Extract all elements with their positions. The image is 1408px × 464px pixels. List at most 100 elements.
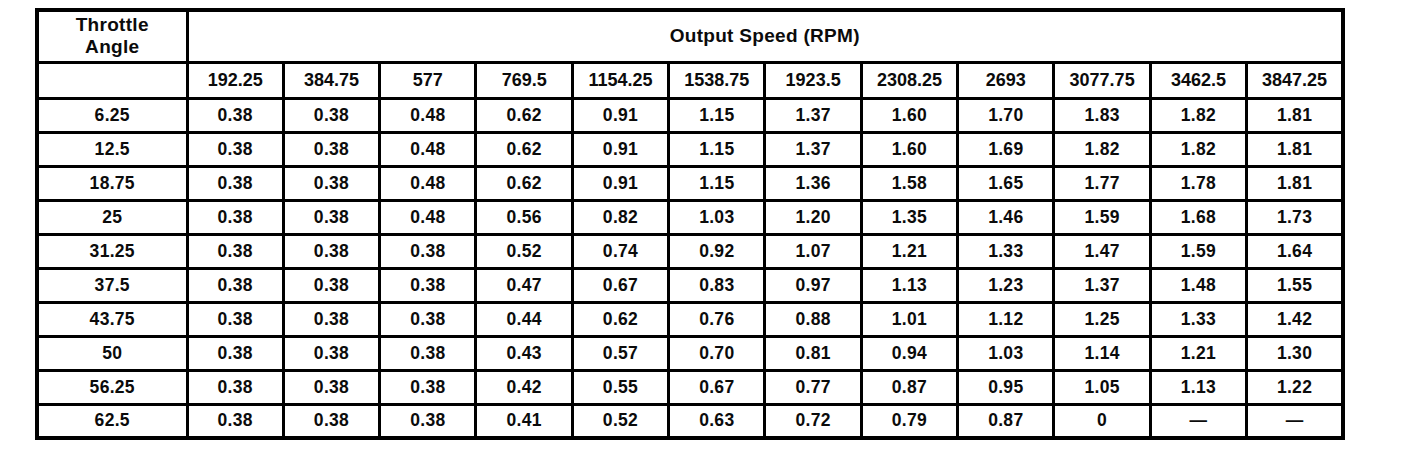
speed-column-header: 192.25	[187, 62, 283, 98]
ratio-value-cell: 0.47	[476, 268, 572, 302]
group-header-row: Throttle Angle Output Speed (RPM)	[37, 10, 1343, 62]
ratio-value-cell: 0.38	[187, 132, 283, 166]
ratio-value-cell: 1.21	[1150, 336, 1246, 370]
ratio-value-cell: 1.15	[669, 132, 765, 166]
speed-column-header: 1923.5	[765, 62, 861, 98]
speed-column-header: 2308.25	[861, 62, 957, 98]
ratio-value-cell: 0.38	[283, 404, 379, 438]
speed-column-header: 1154.25	[572, 62, 668, 98]
ratio-value-cell: 0.38	[187, 268, 283, 302]
ratio-value-cell: 1.03	[669, 200, 765, 234]
ratio-value-cell: 0.57	[572, 336, 668, 370]
ratio-value-cell: 1.60	[861, 98, 957, 132]
ratio-value-cell: 0.38	[283, 98, 379, 132]
throttle-angle-label: 43.75	[37, 302, 187, 336]
ratio-value-cell: 0.70	[669, 336, 765, 370]
ratio-value-cell: 1.48	[1150, 268, 1246, 302]
ratio-value-cell: 0.62	[476, 132, 572, 166]
ratio-value-cell: 0.38	[187, 234, 283, 268]
table-row: 6.250.380.380.480.620.911.151.371.601.70…	[37, 98, 1343, 132]
throttle-angle-label: 56.25	[37, 370, 187, 404]
ratio-value-cell: 0.38	[187, 166, 283, 200]
ratio-value-cell: 0.91	[572, 166, 668, 200]
speed-column-header: 1538.75	[669, 62, 765, 98]
table-body: 6.250.380.380.480.620.911.151.371.601.70…	[37, 98, 1343, 438]
ratio-value-cell: 0.38	[283, 132, 379, 166]
speed-column-header: 577	[380, 62, 476, 98]
throttle-angle-label: 12.5	[37, 132, 187, 166]
ratio-value-cell: 1.47	[1054, 234, 1150, 268]
ratio-value-cell: 1.12	[958, 302, 1054, 336]
table-header: Throttle Angle Output Speed (RPM) 192.25…	[37, 10, 1343, 98]
ratio-value-cell: 0.38	[283, 234, 379, 268]
ratio-value-cell: 0.38	[187, 302, 283, 336]
ratio-value-cell: 0.87	[861, 370, 957, 404]
throttle-angle-label: 25	[37, 200, 187, 234]
speed-column-header: 769.5	[476, 62, 572, 98]
ratio-value-cell: 1.59	[1150, 234, 1246, 268]
ratio-value-cell: 0.67	[669, 370, 765, 404]
ratio-value-cell: 1.58	[861, 166, 957, 200]
ratio-value-cell: 0.91	[572, 98, 668, 132]
ratio-value-cell: 1.36	[765, 166, 861, 200]
ratio-value-cell: 1.33	[958, 234, 1054, 268]
ratio-value-cell: 1.81	[1247, 98, 1343, 132]
ratio-value-cell: 0.74	[572, 234, 668, 268]
speed-column-header-row: 192.25384.75577769.51154.251538.751923.5…	[37, 62, 1343, 98]
ratio-value-cell: 1.73	[1247, 200, 1343, 234]
ratio-value-cell: 1.35	[861, 200, 957, 234]
ratio-value-cell: 1.78	[1150, 166, 1246, 200]
ratio-value-cell: 1.14	[1054, 336, 1150, 370]
ratio-value-cell: 1.82	[1054, 132, 1150, 166]
ratio-value-cell: 1.25	[1054, 302, 1150, 336]
ratio-value-cell: 0.38	[283, 268, 379, 302]
ratio-value-cell: 0.97	[765, 268, 861, 302]
ratio-value-cell: 0.38	[380, 404, 476, 438]
table-row: 31.250.380.380.380.520.740.921.071.211.3…	[37, 234, 1343, 268]
ratio-value-cell: 0.38	[380, 336, 476, 370]
ratio-value-cell: 0.79	[861, 404, 957, 438]
ratio-value-cell: 1.15	[669, 166, 765, 200]
throttle-angle-header: Throttle Angle	[37, 10, 187, 62]
ratio-value-cell: 1.37	[765, 98, 861, 132]
speed-column-header: 384.75	[283, 62, 379, 98]
table-row: 43.750.380.380.380.440.620.760.881.011.1…	[37, 302, 1343, 336]
ratio-value-cell: 0.38	[187, 336, 283, 370]
ratio-value-cell: 1.21	[861, 234, 957, 268]
scanned-document-page: Throttle Angle Output Speed (RPM) 192.25…	[0, 0, 1408, 464]
ratio-value-cell: 1.69	[958, 132, 1054, 166]
ratio-value-cell: 1.05	[1054, 370, 1150, 404]
output-speed-group-header: Output Speed (RPM)	[187, 10, 1343, 62]
ratio-value-cell: 0.42	[476, 370, 572, 404]
ratio-value-cell: 0.81	[765, 336, 861, 370]
ratio-value-cell: 0.38	[380, 268, 476, 302]
ratio-value-cell: 1.77	[1054, 166, 1150, 200]
throttle-angle-label: 31.25	[37, 234, 187, 268]
throttle-angle-header-line1: Throttle	[39, 14, 186, 36]
ratio-value-cell: 1.07	[765, 234, 861, 268]
table-row: 37.50.380.380.380.470.670.830.971.131.23…	[37, 268, 1343, 302]
ratio-value-cell: 0.94	[861, 336, 957, 370]
ratio-value-cell: 0.38	[187, 200, 283, 234]
throttle-vs-output-speed-table: Throttle Angle Output Speed (RPM) 192.25…	[35, 8, 1345, 440]
ratio-value-cell: 0.41	[476, 404, 572, 438]
ratio-value-cell: 1.37	[1054, 268, 1150, 302]
ratio-value-cell: 0.48	[380, 166, 476, 200]
ratio-value-cell: 0.55	[572, 370, 668, 404]
ratio-value-cell: 0.91	[572, 132, 668, 166]
ratio-value-cell: 1.55	[1247, 268, 1343, 302]
ratio-value-cell: 1.01	[861, 302, 957, 336]
ratio-value-cell: 0.38	[380, 370, 476, 404]
throttle-angle-label: 50	[37, 336, 187, 370]
ratio-value-cell: 1.23	[958, 268, 1054, 302]
throttle-angle-label: 62.5	[37, 404, 187, 438]
ratio-value-cell: 0.62	[572, 302, 668, 336]
empty-corner-cell	[37, 62, 187, 98]
ratio-value-cell: 1.82	[1150, 98, 1246, 132]
table-row: 250.380.380.480.560.821.031.201.351.461.…	[37, 200, 1343, 234]
ratio-value-cell: —	[1247, 404, 1343, 438]
ratio-value-cell: 0.38	[380, 302, 476, 336]
ratio-value-cell: 1.30	[1247, 336, 1343, 370]
ratio-value-cell: 0.43	[476, 336, 572, 370]
throttle-angle-header-line2: Angle	[39, 36, 186, 58]
